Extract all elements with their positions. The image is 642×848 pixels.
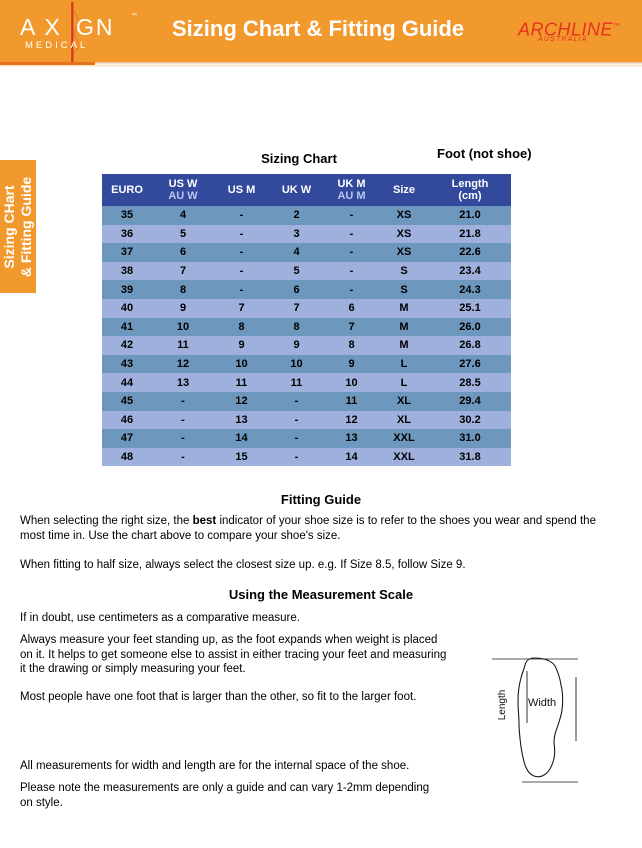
svg-text:Length: Length: [497, 690, 508, 721]
svg-text:MEDICAL: MEDICAL: [25, 40, 88, 51]
svg-text:™: ™: [131, 12, 137, 19]
svg-text:Width: Width: [528, 697, 556, 709]
svg-text:GN: GN: [76, 14, 115, 40]
svg-text:A X: A X: [20, 14, 62, 40]
